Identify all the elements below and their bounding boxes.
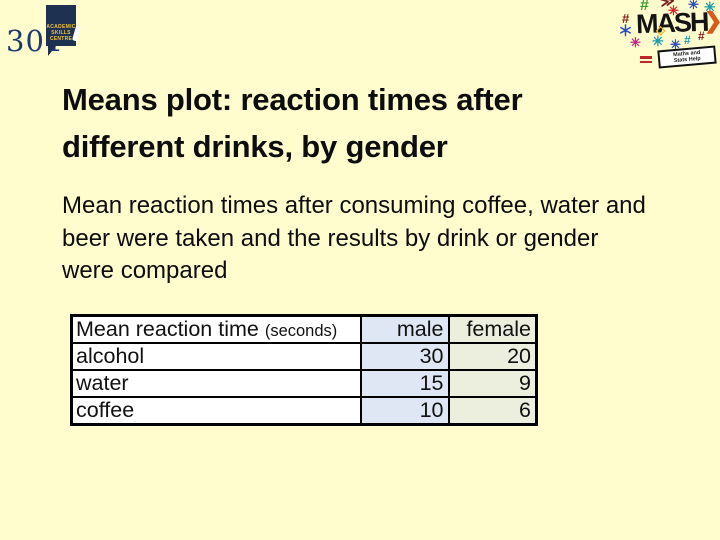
table-header-row: Mean reaction time (seconds) male female	[70, 314, 538, 344]
skills-logo-line: CENTRE	[49, 36, 73, 42]
asterisk-icon: ✳	[652, 33, 664, 49]
table-header-label: Mean reaction time	[76, 317, 259, 341]
row-label: coffee	[70, 396, 362, 426]
hash-icon: #	[698, 29, 705, 43]
asterisk-icon: ✳	[704, 0, 716, 15]
cell-female-value: 6	[447, 396, 538, 426]
academic-skills-centre-logo: ACADEMIC SKILLS CENTRE	[46, 5, 76, 46]
table-header-label-cell: Mean reaction time (seconds)	[70, 314, 362, 344]
slide-title: Means plot: reaction times after differe…	[62, 76, 682, 170]
row-label: water	[70, 369, 362, 398]
reaction-time-table: Mean reaction time (seconds) male female…	[70, 314, 538, 426]
column-header-male: male	[359, 314, 450, 344]
skills-logo-line: ACADEMIC	[46, 24, 76, 30]
table-row: water 15 9	[70, 369, 538, 398]
asterisk-icon: ＊	[618, 23, 634, 40]
slide-body-line: Mean reaction times after consuming coff…	[62, 192, 646, 219]
table-row: coffee 10 6	[70, 396, 538, 426]
asterisk-icon: ✳	[688, 0, 699, 12]
slide-body: Mean reaction times after consuming coff…	[62, 190, 702, 288]
slide-title-line: different drinks, by gender	[62, 129, 448, 164]
equals-icon	[640, 56, 652, 65]
diamond-icon: ◇	[656, 23, 666, 37]
row-label: alcohol	[70, 342, 362, 371]
cell-male-value: 30	[359, 342, 450, 371]
hash-icon: #	[640, 0, 649, 14]
slide-title-line: Means plot: reaction times after	[62, 82, 523, 117]
asterisk-icon: ✳	[668, 3, 679, 18]
hash-icon: #	[684, 33, 691, 47]
cell-male-value: 10	[359, 396, 450, 426]
column-header-female: female	[447, 314, 538, 344]
cell-male-value: 15	[359, 369, 450, 398]
speech-bubble-tail	[48, 46, 56, 56]
mash-logo: MASH #≫✳✳✳#＊✳✳✳##❯◇ Maths and Stats Help	[616, 0, 720, 80]
table-row: alcohol 30 20	[70, 342, 538, 371]
cell-female-value: 9	[447, 369, 538, 398]
table-header-units: (seconds)	[264, 322, 338, 340]
chevron-arrow-icon: ❯	[704, 10, 720, 32]
mash-symbols: #≫✳✳✳#＊✳✳✳##❯◇	[616, 0, 720, 80]
slide-body-line: were compared	[62, 257, 228, 284]
skills-logo-line: SKILLS	[51, 30, 71, 36]
hash-icon: #	[622, 11, 630, 26]
slide-body-line: beer were taken and the results by drink…	[62, 224, 599, 252]
asterisk-icon: ✳	[630, 35, 641, 50]
asterisk-icon: ✳	[670, 37, 681, 52]
cell-female-value: 20	[447, 342, 538, 371]
